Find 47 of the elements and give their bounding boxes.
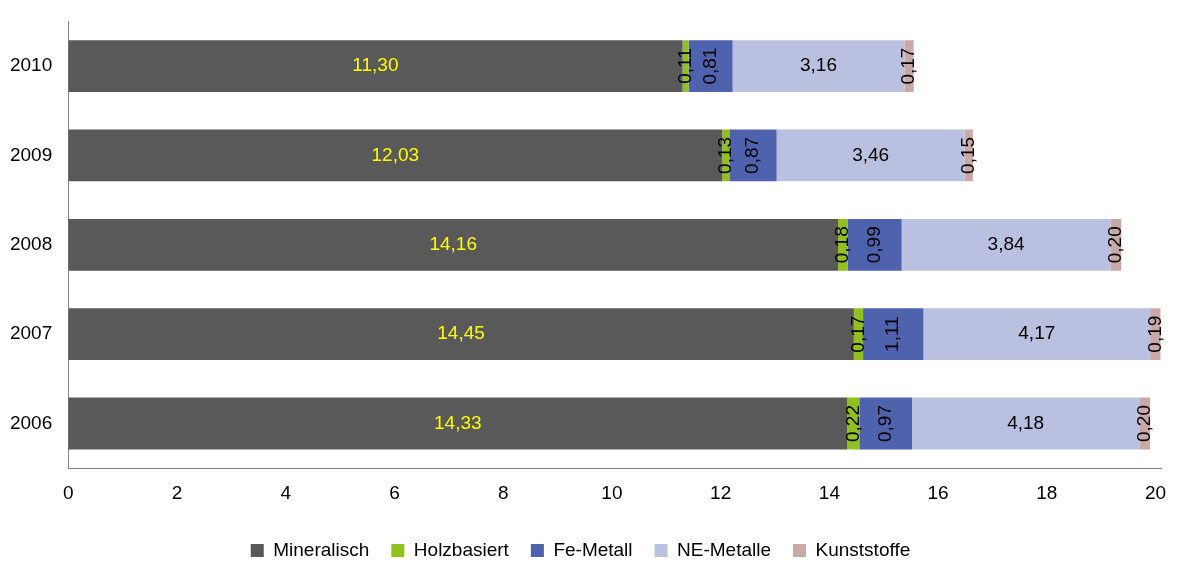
data-label: 14,45: [437, 322, 485, 344]
x-tick-label: 12: [710, 481, 732, 503]
legend-label: Holzbasiert: [413, 538, 510, 560]
data-label: 0,11: [673, 48, 695, 84]
data-label: 0,20: [1104, 226, 1126, 264]
data-label: 0,99: [863, 226, 884, 264]
y-tick-label: 2010: [9, 54, 53, 76]
data-label: 14,33: [434, 411, 482, 433]
data-label: 0,97: [873, 405, 895, 443]
data-label: 0,13: [714, 136, 736, 174]
data-label: 0,81: [698, 47, 720, 85]
data-label: 3,16: [800, 54, 837, 76]
x-tick-label: 14: [818, 481, 841, 503]
data-label: 11,30: [352, 54, 399, 76]
data-label: 3,84: [987, 233, 1025, 255]
legend-label: Kunststoffe: [815, 538, 911, 560]
legend-label: NE-Metalle: [677, 538, 772, 560]
data-label: 0,15: [957, 136, 979, 174]
legend-label: Fe-Metall: [553, 538, 633, 560]
legend-label: Mineralisch: [273, 538, 370, 560]
data-label: 14,16: [429, 233, 477, 255]
y-tick-label: 2009: [9, 143, 53, 165]
data-label: 4,17: [1018, 322, 1056, 344]
data-label: 0,19: [1143, 315, 1165, 353]
data-label: 3,46: [852, 143, 890, 165]
data-label: 0,17: [846, 315, 868, 353]
y-tick-label: 2006: [9, 411, 53, 433]
data-label: 12,03: [371, 143, 420, 165]
data-label: 0,87: [741, 136, 763, 174]
x-tick-label: 2: [171, 481, 183, 503]
x-tick-label: 16: [927, 481, 949, 503]
x-tick-label: 10: [601, 481, 623, 503]
data-label: 0,22: [841, 405, 863, 443]
y-tick-label: 2007: [9, 322, 53, 344]
x-tick-label: 0: [62, 481, 74, 503]
bar: [68, 397, 848, 450]
x-tick-label: 18: [1036, 481, 1058, 503]
x-tick-label: 20: [1144, 481, 1167, 503]
x-tick-label: 6: [389, 481, 400, 503]
data-label: 4,18: [1007, 411, 1045, 433]
y-tick-label: 2008: [9, 233, 53, 255]
data-label: 0,18: [831, 226, 853, 264]
data-label: 1,11: [881, 316, 903, 352]
data-label: 0,20: [1132, 405, 1154, 443]
data-label: 0,17: [897, 47, 919, 85]
x-tick-label: 8: [497, 481, 509, 503]
x-tick-label: 4: [280, 481, 292, 503]
